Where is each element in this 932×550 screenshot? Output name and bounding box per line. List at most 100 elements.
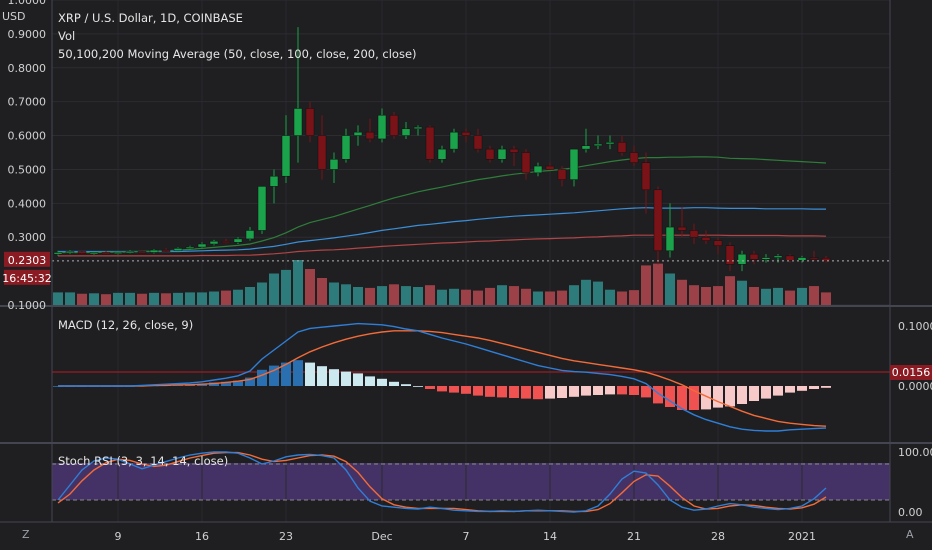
volume-bar xyxy=(797,287,807,305)
countdown-label: 16:45:32 xyxy=(2,272,51,285)
currency-label: USD xyxy=(2,10,26,23)
volume-bar xyxy=(389,284,399,305)
volume-bar xyxy=(137,293,147,305)
price-tick-label: 0.3000 xyxy=(8,231,47,244)
candle-body xyxy=(473,135,483,150)
price-tick-label: 0.8000 xyxy=(8,62,47,75)
volume-bar xyxy=(749,287,759,305)
volume-bar xyxy=(269,273,279,305)
volume-bar xyxy=(449,288,459,305)
candle-body xyxy=(785,255,795,261)
macd-histogram-bar xyxy=(797,386,807,391)
macd-histogram-bar xyxy=(617,386,627,395)
volume-bar xyxy=(557,290,567,305)
volume-bar xyxy=(737,280,747,305)
volume-bar xyxy=(581,279,591,305)
macd-histogram-bar xyxy=(773,386,783,396)
volume-bar xyxy=(221,290,231,305)
macd-plot xyxy=(52,322,890,432)
candle-body xyxy=(449,131,459,150)
macd-histogram-bar xyxy=(401,384,411,386)
macd-histogram-bar xyxy=(725,386,735,407)
volume-bar xyxy=(821,292,831,305)
macd-histogram-bar xyxy=(653,386,663,404)
volume-bar xyxy=(569,285,579,305)
time-tick-label: 16 xyxy=(195,530,209,543)
time-tick-label: 2021 xyxy=(788,530,816,543)
time-tick-label: Dec xyxy=(371,530,392,543)
macd-histogram-bar xyxy=(641,386,651,398)
volume-bar xyxy=(293,260,303,305)
corner-left-z[interactable]: Z xyxy=(22,528,30,541)
volume-bar xyxy=(353,287,363,305)
price-tick-label: 0.5000 xyxy=(8,163,47,176)
candle-body xyxy=(821,257,831,262)
volume-bar xyxy=(149,292,159,305)
volume-bar xyxy=(329,282,339,305)
volume-bar xyxy=(509,286,519,305)
volume-bar xyxy=(545,291,555,305)
candle-body xyxy=(605,142,615,145)
macd-histogram-bar xyxy=(473,386,483,396)
volume-bar xyxy=(629,290,639,305)
macd-histogram-bar xyxy=(413,386,423,387)
macd-line xyxy=(58,322,827,432)
candle-body xyxy=(341,135,351,160)
candle-body xyxy=(641,162,651,191)
volume-bar xyxy=(437,289,447,305)
volume-bar xyxy=(641,265,651,305)
macd-histogram-bar xyxy=(269,365,279,386)
candle-body xyxy=(773,255,783,258)
macd-histogram-bar xyxy=(581,386,591,396)
candle-body xyxy=(401,128,411,136)
macd-signal-line xyxy=(58,330,827,427)
volume-bar xyxy=(461,289,471,305)
macd-histogram-bar xyxy=(293,360,303,386)
countdown-bg xyxy=(4,269,50,285)
candle-body xyxy=(377,114,387,140)
macd-histogram-bar xyxy=(437,386,447,392)
macd-histogram-bar xyxy=(809,386,819,389)
volume-bar xyxy=(761,288,771,305)
price-tick-label: 0.7000 xyxy=(8,96,47,109)
macd-histogram-bar xyxy=(281,362,291,386)
volume-bar xyxy=(161,293,171,305)
corner-right-a[interactable]: A xyxy=(906,528,914,541)
price-candles xyxy=(52,27,890,272)
stoch-tick-label: 0.00 xyxy=(898,506,923,519)
candle-body xyxy=(389,114,399,136)
volume-bar xyxy=(125,292,135,305)
macd-histogram-bar xyxy=(233,380,243,386)
volume-bar xyxy=(377,286,387,305)
candle-body xyxy=(629,152,639,163)
volume-bar xyxy=(653,263,663,305)
candle-body xyxy=(245,230,255,240)
candle-body xyxy=(185,246,195,249)
volume-legend: Vol xyxy=(58,29,76,43)
macd-tag-bg xyxy=(890,365,932,380)
macd-histogram-bar xyxy=(749,386,759,401)
volume-bar xyxy=(245,287,255,305)
candle-body xyxy=(101,252,111,255)
volume-bar xyxy=(593,281,603,305)
macd-histogram-bar xyxy=(305,362,315,386)
candle-body xyxy=(65,251,75,254)
candle-body xyxy=(533,165,543,174)
candle-body xyxy=(53,252,63,255)
candle-body xyxy=(197,243,207,248)
candle-body xyxy=(737,253,747,265)
candle-body xyxy=(221,241,231,244)
macd-histogram-bar xyxy=(689,386,699,410)
volume-bar xyxy=(257,282,267,305)
macd-histogram-bar xyxy=(761,386,771,399)
macd-histogram-bar xyxy=(569,386,579,397)
macd-histogram-bar xyxy=(593,386,603,395)
candle-body xyxy=(545,165,555,170)
candle-body xyxy=(113,251,123,254)
volume-bar xyxy=(197,292,207,305)
volume-bar xyxy=(725,276,735,305)
time-tick-label: 9 xyxy=(115,530,122,543)
stoch-label: Stoch RSI (3, 3, 14, 14, close) xyxy=(58,454,229,468)
